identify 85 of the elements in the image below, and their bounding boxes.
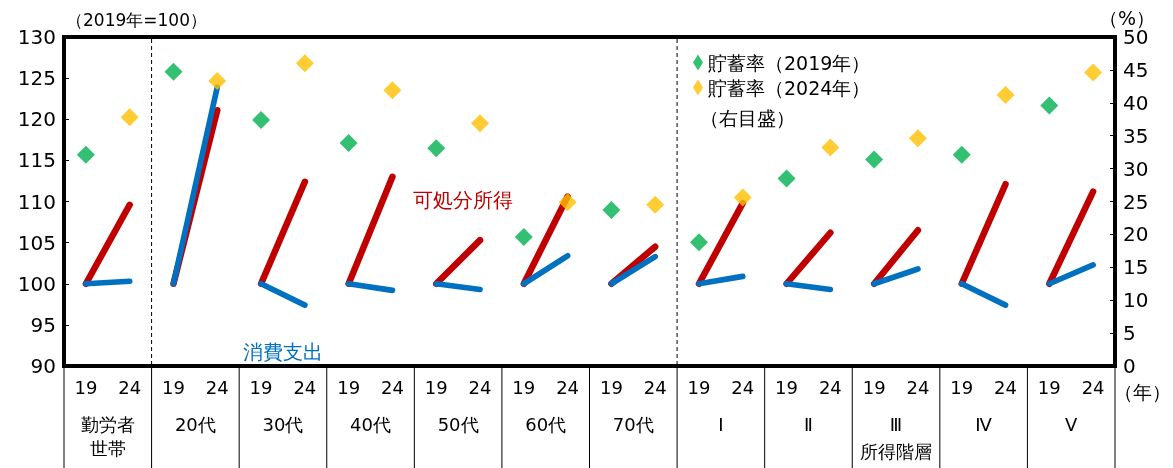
text: 所得階層	[860, 440, 933, 462]
point	[76, 145, 95, 164]
y2-tick-label: 35	[1123, 123, 1149, 148]
text: Ⅱ	[804, 413, 813, 435]
point	[821, 138, 840, 157]
x-tick-label: 24	[205, 376, 229, 398]
y-tick-label: 95	[30, 312, 56, 337]
text: Ⅲ	[889, 413, 903, 435]
x-tick-label: 24	[994, 376, 1017, 398]
annotation: （右目盛）	[700, 106, 795, 129]
point	[952, 145, 971, 164]
y-tick-label: 100	[17, 271, 56, 296]
point	[996, 85, 1015, 104]
x-tick-label: 19	[74, 376, 98, 398]
x-tick-label: 19	[424, 376, 448, 398]
y2-tick-label: 30	[1123, 156, 1149, 181]
y-tick-label: 90	[30, 354, 56, 378]
point	[1084, 63, 1103, 82]
point	[602, 201, 621, 220]
y2-tick-label: 5	[1123, 321, 1136, 346]
text: 50代	[437, 413, 479, 435]
point	[777, 169, 796, 188]
point	[427, 139, 446, 158]
text: 30代	[262, 413, 304, 435]
x-tick-label: 24	[643, 376, 667, 398]
y2-tick-label: 20	[1123, 222, 1149, 247]
x-tick-label: 24	[556, 376, 580, 398]
point	[471, 114, 490, 133]
point	[120, 108, 139, 127]
x-tick-label: 19	[512, 376, 536, 398]
text: Ⅴ	[1065, 413, 1079, 435]
x-tick-label: 24	[1081, 376, 1105, 398]
text: 40代	[350, 413, 391, 435]
y-tick-label: 130	[17, 25, 56, 49]
text: Ⅳ	[975, 413, 993, 435]
x-tick-label: 24	[818, 376, 842, 398]
x-tick-label: 24	[468, 376, 492, 398]
x-axis-title: （年）	[1114, 380, 1171, 403]
text: 20代	[174, 413, 216, 435]
point	[908, 129, 927, 148]
y2-tick-label: 40	[1123, 90, 1149, 115]
point	[865, 150, 884, 169]
y2-tick-label: 10	[1123, 288, 1149, 313]
x-tick-label: 19	[599, 376, 623, 398]
x-tick-label: 24	[380, 376, 404, 398]
point	[252, 110, 271, 129]
point	[295, 54, 314, 73]
y-tick-label: 125	[17, 66, 56, 91]
x-tick-label: 19	[249, 376, 273, 398]
y-tick-label: 110	[17, 189, 56, 214]
text: 勤労者世帯	[80, 413, 135, 459]
point	[164, 62, 183, 81]
series-label: 消費支出	[242, 340, 323, 365]
legend-label: 貯蓄率（2019年）	[708, 51, 871, 74]
y-tick-label: 120	[17, 107, 56, 132]
x-tick-label: 19	[162, 376, 185, 398]
text: 60代	[525, 413, 567, 435]
y2-axis-title: （%）	[1098, 6, 1156, 29]
text: 70代	[612, 413, 654, 435]
y-tick-label: 115	[17, 148, 56, 173]
y-tick-label: 105	[17, 230, 56, 255]
y2-tick-label: 0	[1123, 354, 1136, 378]
point	[208, 72, 227, 91]
text: Ⅰ	[718, 413, 724, 435]
point	[733, 188, 752, 207]
x-tick-label: 24	[731, 376, 755, 398]
y2-tick-label: 15	[1123, 255, 1149, 280]
y-axis-title: （2019年=100）	[66, 9, 207, 30]
point	[339, 133, 358, 152]
x-tick-label: 19	[862, 376, 886, 398]
x-tick-label: 19	[687, 376, 711, 398]
point	[383, 81, 402, 100]
x-tick-label: 19	[950, 376, 974, 398]
y2-tick-label: 25	[1123, 189, 1149, 214]
x-tick-label: 19	[337, 376, 361, 398]
x-tick-label: 19	[775, 376, 799, 398]
x-tick-label: 24	[293, 376, 317, 398]
y2-tick-label: 45	[1123, 57, 1149, 82]
legend-label: 貯蓄率（2024年）	[708, 76, 871, 99]
x-tick-label: 24	[906, 376, 930, 398]
point	[646, 195, 665, 214]
x-tick-label: 24	[118, 376, 142, 398]
series-label: 可処分所得	[412, 187, 513, 212]
x-tick-label: 19	[1037, 376, 1061, 398]
point	[1040, 96, 1059, 115]
